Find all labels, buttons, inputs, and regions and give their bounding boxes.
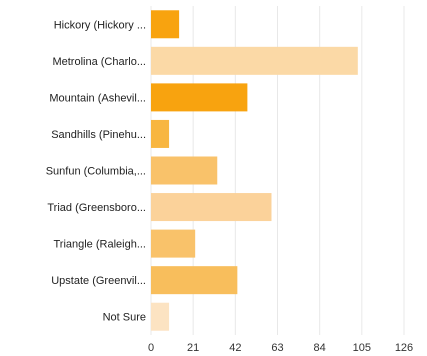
category-label: Upstate (Greenvil... xyxy=(51,275,146,287)
bar xyxy=(151,266,238,295)
category-label: Triad (Greensboro... xyxy=(47,202,146,214)
category-label: Not Sure xyxy=(103,312,146,324)
category-label: Sunfun (Columbia,... xyxy=(46,166,146,178)
bar xyxy=(151,193,272,222)
bar xyxy=(151,46,358,75)
category-label: Sandhills (Pinehu... xyxy=(51,129,146,141)
bar xyxy=(151,229,196,258)
category-label: Metrolina (Charlo... xyxy=(52,56,146,68)
bar xyxy=(151,302,170,331)
x-tick-label: 63 xyxy=(271,342,283,354)
bar xyxy=(151,10,180,39)
x-tick-label: 42 xyxy=(229,342,241,354)
category-label: Hickory (Hickory ... xyxy=(54,19,146,31)
category-label: Mountain (Ashevil... xyxy=(49,92,146,104)
x-axis-ticks: 0 21 42 63 84 105 126 xyxy=(148,342,413,354)
bars xyxy=(151,10,358,331)
x-tick-label: 126 xyxy=(395,342,413,354)
x-tick-label: 21 xyxy=(187,342,199,354)
category-labels: Hickory (Hickory ... Metrolina (Charlo...… xyxy=(46,19,146,323)
x-tick-label: 0 xyxy=(148,342,154,354)
bar xyxy=(151,156,218,185)
bar xyxy=(151,119,170,148)
category-label: Triangle (Raleigh... xyxy=(53,239,146,251)
x-tick-label: 84 xyxy=(314,342,326,354)
bar xyxy=(151,83,248,112)
x-tick-label: 105 xyxy=(353,342,371,354)
